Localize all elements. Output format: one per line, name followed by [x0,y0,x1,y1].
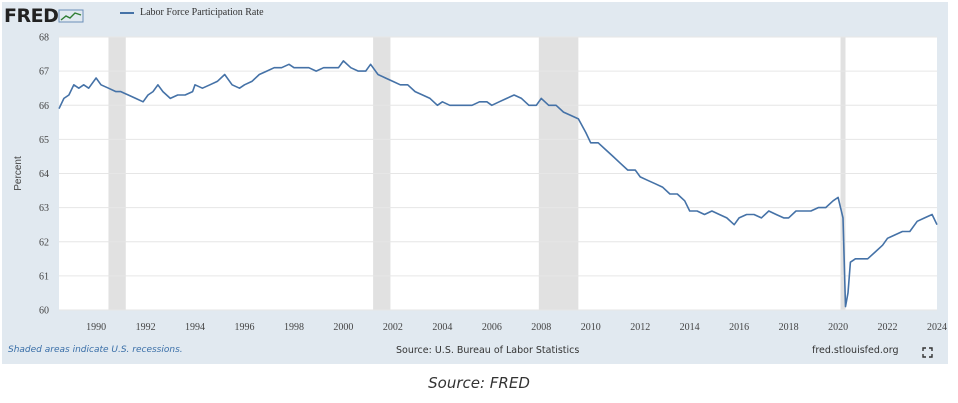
x-tick-label: 2004 [432,322,452,333]
y-axis-label: Percent [13,156,24,191]
x-tick-label: 2002 [383,322,403,333]
y-tick-label: 61 [39,271,49,282]
expand-icon[interactable] [922,347,933,360]
x-tick-label: 1992 [136,322,156,333]
x-tick-label: 2000 [333,322,353,333]
x-tick-label: 2010 [581,322,601,333]
y-tick-label: 65 [39,135,49,146]
series-line [58,60,938,308]
x-tick-label: 2024 [927,322,947,333]
x-tick-label: 2014 [680,322,700,333]
x-tick-label: 1994 [185,322,205,333]
y-tick-label: 68 [39,33,49,44]
x-tick-label: 1998 [284,322,304,333]
x-tick-label: 2020 [828,322,848,333]
x-tick-label: 2008 [531,322,551,333]
y-tick-label: 62 [39,237,49,248]
line-graph-icon [58,9,84,23]
chart-legend: Labor Force Participation Rate [120,7,264,18]
recession-note: Shaded areas indicate U.S. recessions. [8,345,183,355]
y-tick-label: 67 [39,67,49,78]
legend-label: Labor Force Participation Rate [140,7,264,18]
source-text: Source: U.S. Bureau of Labor Statistics [396,345,580,356]
x-tick-label: 2022 [878,322,898,333]
y-tick-label: 60 [39,306,49,317]
x-tick-label: 2016 [729,322,749,333]
x-tick-label: 2018 [779,322,799,333]
y-tick-label: 64 [39,169,49,180]
fred-logo-text: FRED [4,5,59,27]
fred-logo[interactable]: FRED [4,3,84,29]
y-tick-label: 63 [39,203,49,214]
x-tick-label: 1990 [86,322,106,333]
x-tick-label: 2012 [630,322,650,333]
y-tick-label: 66 [39,101,49,112]
legend-swatch [120,11,134,14]
x-tick-label: 1996 [234,322,254,333]
image-caption: Source: FRED [428,374,530,392]
x-tick-label: 2006 [482,322,502,333]
fred-url[interactable]: fred.stlouisfed.org [812,345,899,356]
